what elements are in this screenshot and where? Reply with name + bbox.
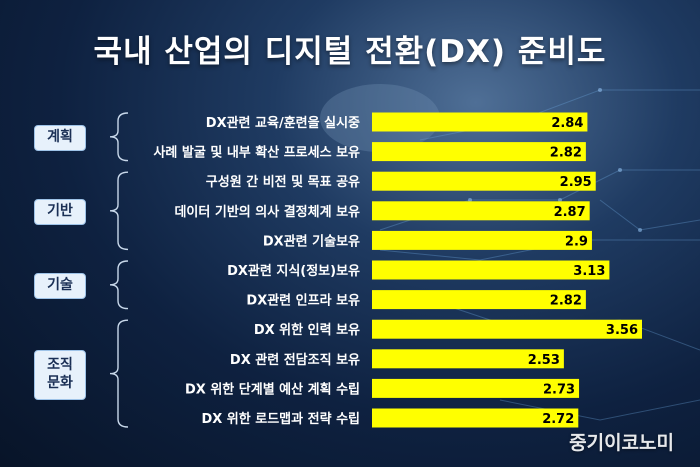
group-label: 계획	[34, 124, 86, 151]
chart-title: 국내 산업의 디지털 전환(DX) 준비도	[93, 34, 607, 70]
bar	[372, 378, 580, 398]
value-label: 2.53	[528, 353, 560, 368]
value-label: 2.9	[565, 234, 588, 249]
value-label: 2.84	[551, 116, 583, 131]
value-label: 2.82	[550, 294, 582, 309]
category-label: DX 위한 단계별 예산 계획 수립	[185, 381, 360, 397]
group-label: 기반	[34, 198, 86, 225]
group-bracket	[109, 319, 129, 428]
group-bracket	[109, 260, 129, 310]
value-label: 2.82	[550, 146, 582, 161]
bar	[372, 171, 596, 191]
category-label: 사례 발굴 및 내부 확산 프로세스 보유	[153, 145, 360, 161]
group-brackets	[109, 112, 129, 428]
bar	[372, 408, 579, 428]
group-label: 조직 문화	[34, 349, 86, 400]
bar	[372, 319, 642, 339]
category-label: DX 위한 인력 보유	[254, 322, 360, 338]
bar	[372, 230, 592, 250]
value-label: 2.95	[560, 175, 592, 190]
bars	[372, 112, 642, 428]
category-label: 구성원 간 비전 및 목표 공유	[206, 174, 360, 190]
category-label: DX 위한 로드맵과 전략 수립	[201, 411, 360, 427]
category-label: DX관련 기술보유	[263, 233, 360, 249]
value-labels: 2.84 2.82 2.95 2.87 2.9 3.13 2.82 3.56 2.53 2.73 2…	[528, 116, 638, 427]
category-label: DX관련 인프라 보유	[246, 293, 360, 309]
group-label: 기술	[34, 272, 86, 299]
bar	[372, 142, 586, 162]
watermark: 중기이코노미	[569, 432, 674, 454]
value-label: 3.56	[606, 323, 638, 338]
category-label: DX관련 지식(정보)보유	[227, 263, 360, 279]
bar	[372, 290, 586, 310]
bar	[372, 201, 590, 221]
category-label: DX 관련 전담조직 보유	[230, 352, 360, 368]
value-label: 2.72	[542, 412, 574, 427]
category-label: DX관련 교육/훈련을 실시중	[206, 115, 360, 131]
bar	[372, 260, 610, 280]
group-bracket	[109, 112, 129, 162]
category-label: 데이터 기반의 의사 결정체계 보유	[174, 204, 360, 220]
value-label: 2.73	[543, 382, 575, 397]
value-label: 3.13	[573, 264, 605, 279]
value-label: 2.87	[554, 205, 586, 220]
bar	[372, 349, 564, 369]
bar	[372, 112, 588, 132]
group-bracket	[109, 171, 129, 251]
